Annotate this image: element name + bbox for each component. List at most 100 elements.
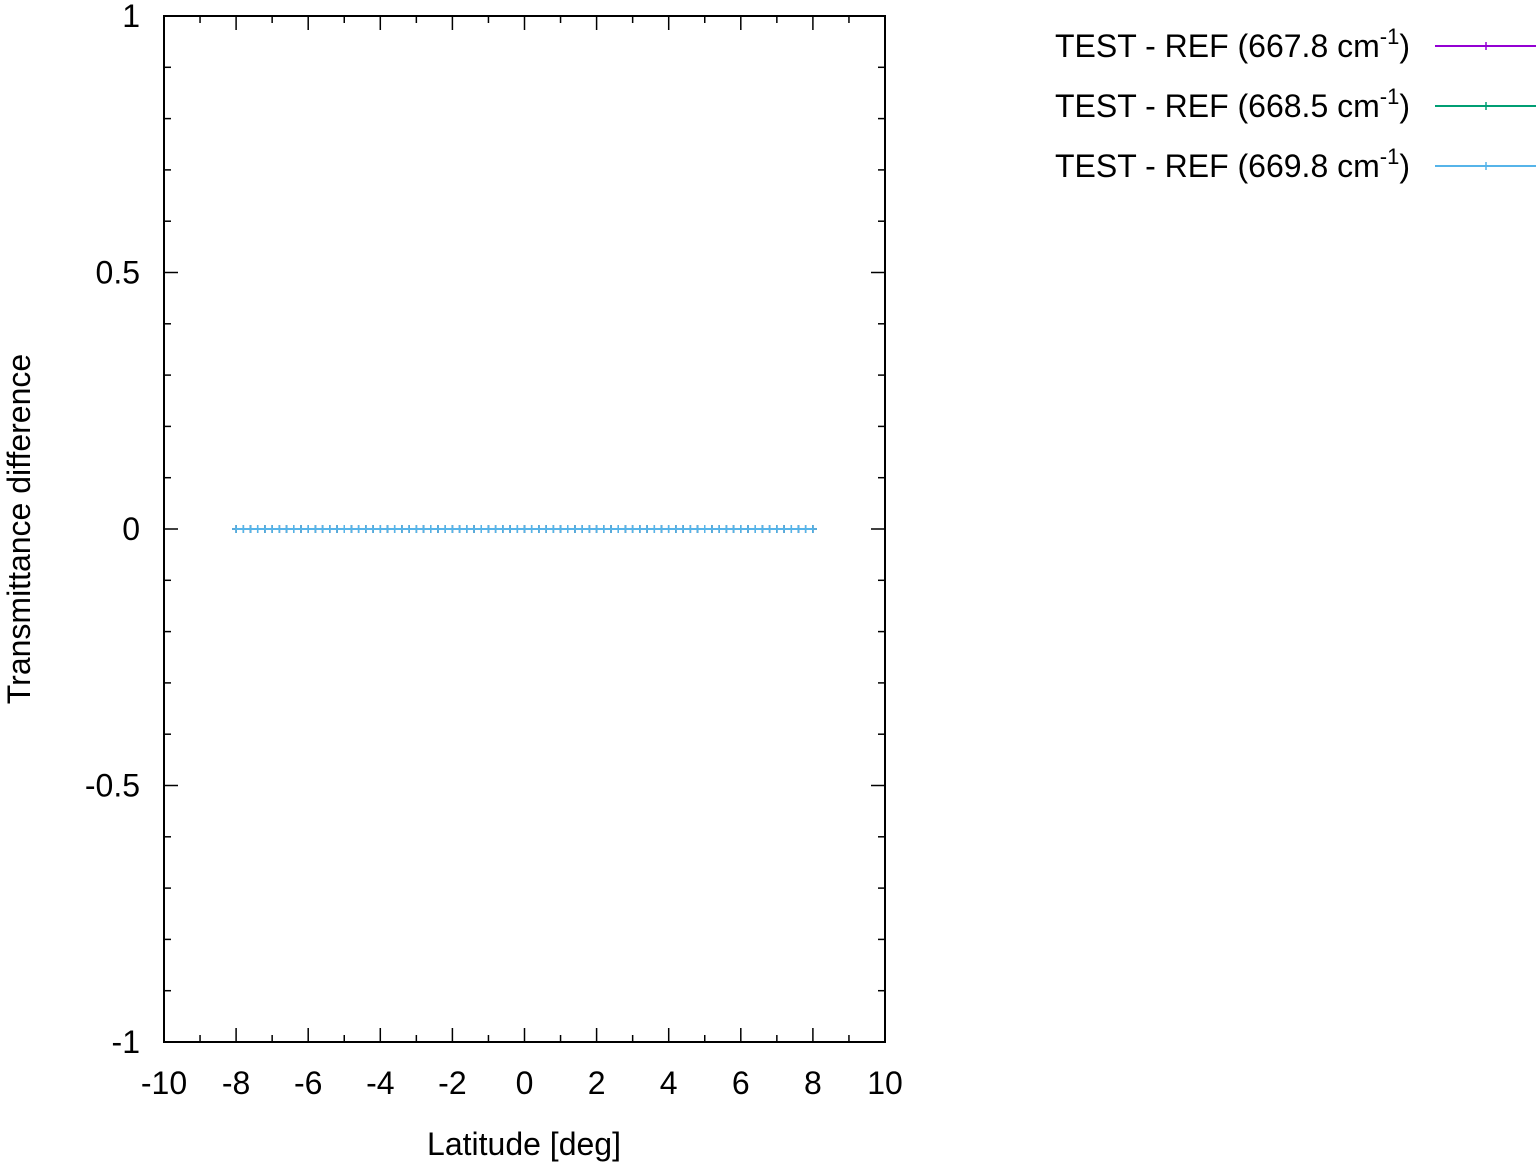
data-point — [412, 525, 421, 533]
data-point — [369, 525, 378, 533]
data-point — [801, 525, 810, 533]
data-point — [729, 525, 738, 533]
series-3 — [232, 525, 817, 533]
data-point — [765, 525, 774, 533]
data-point — [275, 525, 284, 533]
x-tick-label: -8 — [222, 1065, 250, 1101]
legend-marker — [1482, 42, 1490, 50]
data-point — [325, 525, 334, 533]
legend-label: TEST - REF (669.8 cm-1) — [1055, 144, 1410, 184]
data-point — [296, 525, 305, 533]
data-point — [715, 525, 724, 533]
data-point — [549, 525, 558, 533]
data-point — [758, 525, 767, 533]
x-tick-label: 8 — [804, 1065, 822, 1101]
x-axis-ticks: -10 -8 -6 -4 -2 0 2 4 6 8 10 — [141, 16, 903, 1101]
x-tick-label: -6 — [294, 1065, 322, 1101]
data-point — [700, 525, 709, 533]
data-point — [744, 525, 753, 533]
data-point — [570, 525, 579, 533]
data-point — [232, 525, 241, 533]
data-point — [419, 525, 428, 533]
legend-label: TEST - REF (667.8 cm-1) — [1055, 24, 1410, 64]
data-point — [390, 525, 399, 533]
data-point — [268, 525, 277, 533]
data-point — [628, 525, 637, 533]
y-tick-label: 0.5 — [96, 255, 140, 291]
data-point — [520, 525, 529, 533]
data-point — [671, 525, 680, 533]
y-tick-label: -1 — [112, 1024, 140, 1060]
data-point — [643, 525, 652, 533]
x-tick-label: 0 — [516, 1065, 534, 1101]
series-layer — [232, 525, 817, 533]
legend-item-3: TEST - REF (669.8 cm-1) — [1055, 144, 1536, 184]
data-point — [376, 525, 385, 533]
y-tick-label: -0.5 — [85, 768, 140, 804]
data-point — [484, 525, 493, 533]
x-tick-label: -10 — [141, 1065, 187, 1101]
x-tick-label: 10 — [867, 1065, 903, 1101]
legend: TEST - REF (667.8 cm-1) TEST - REF (668.5… — [1055, 24, 1536, 184]
data-point — [513, 525, 522, 533]
data-point — [592, 525, 601, 533]
y-tick-label: 0 — [122, 511, 140, 547]
y-axis-label: Transmittance difference — [1, 354, 37, 704]
data-point — [657, 525, 666, 533]
y-axis-ticks: -1 -0.5 0 0.5 1 — [85, 0, 885, 1060]
data-point — [794, 525, 803, 533]
data-point — [491, 525, 500, 533]
data-point — [441, 525, 450, 533]
data-point — [664, 525, 673, 533]
data-point — [304, 525, 313, 533]
data-point — [361, 525, 370, 533]
legend-label: TEST - REF (668.5 cm-1) — [1055, 84, 1410, 124]
data-point — [787, 525, 796, 533]
x-tick-label: 4 — [660, 1065, 678, 1101]
data-point — [455, 525, 464, 533]
data-point — [477, 525, 486, 533]
data-point — [722, 525, 731, 533]
data-point — [736, 525, 745, 533]
data-point — [318, 525, 327, 533]
data-point — [260, 525, 269, 533]
x-tick-label: -4 — [366, 1065, 394, 1101]
data-point — [311, 525, 320, 533]
data-point — [707, 525, 716, 533]
data-point — [470, 525, 479, 533]
data-point — [808, 525, 817, 533]
data-point — [693, 525, 702, 533]
data-point — [614, 525, 623, 533]
data-point — [347, 525, 356, 533]
data-point — [354, 525, 363, 533]
data-point — [498, 525, 507, 533]
x-tick-label: -2 — [438, 1065, 466, 1101]
data-point — [772, 525, 781, 533]
y-tick-label: 1 — [122, 0, 140, 34]
data-point — [650, 525, 659, 533]
data-point — [282, 525, 291, 533]
data-point — [506, 525, 515, 533]
data-point — [542, 525, 551, 533]
data-point — [563, 525, 572, 533]
legend-marker — [1482, 102, 1490, 110]
data-point — [556, 525, 565, 533]
data-point — [433, 525, 442, 533]
data-point — [333, 525, 342, 533]
data-point — [607, 525, 616, 533]
data-point — [253, 525, 262, 533]
data-point — [635, 525, 644, 533]
data-point — [585, 525, 594, 533]
x-tick-label: 6 — [732, 1065, 750, 1101]
data-point — [679, 525, 688, 533]
legend-item-1: TEST - REF (667.8 cm-1) — [1055, 24, 1536, 64]
data-point — [340, 525, 349, 533]
legend-item-2: TEST - REF (668.5 cm-1) — [1055, 84, 1536, 124]
data-point — [599, 525, 608, 533]
data-point — [578, 525, 587, 533]
x-tick-label: 2 — [588, 1065, 606, 1101]
data-point — [448, 525, 457, 533]
data-point — [397, 525, 406, 533]
data-point — [405, 525, 414, 533]
